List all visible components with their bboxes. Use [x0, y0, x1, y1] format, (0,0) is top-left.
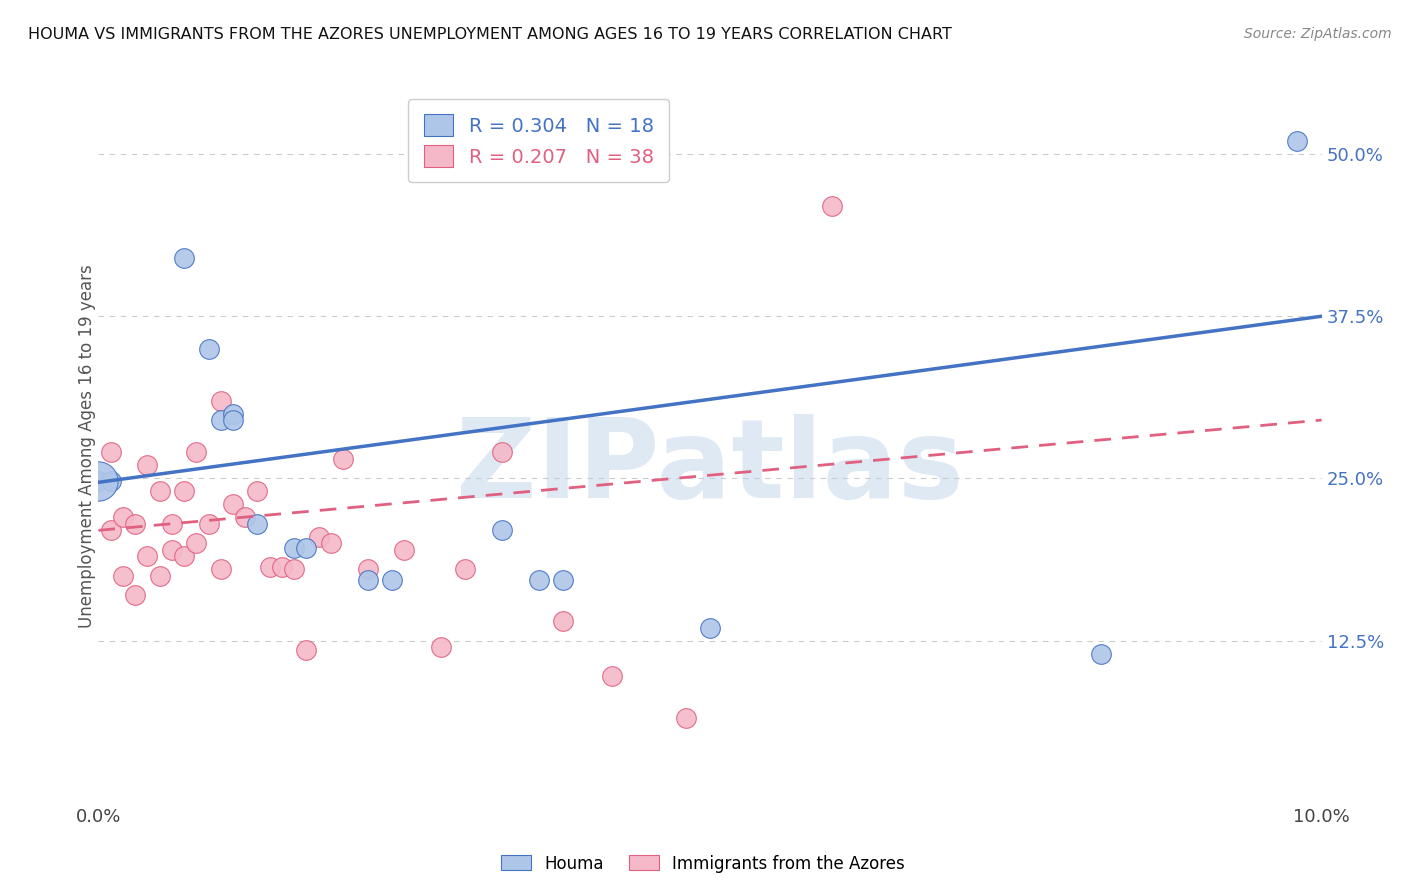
Point [136, 549, 159, 564]
Point [186, 536, 208, 550]
Point [319, 536, 342, 550]
Point [821, 199, 844, 213]
Point [173, 549, 195, 564]
Point [332, 452, 354, 467]
Point [233, 510, 256, 524]
Text: HOUMA VS IMMIGRANTS FROM THE AZORES UNEMPLOYMENT AMONG AGES 16 TO 19 YEARS CORRE: HOUMA VS IMMIGRANTS FROM THE AZORES UNEM… [28, 27, 952, 42]
Point [222, 413, 245, 427]
Point [1286, 134, 1309, 148]
Point [209, 562, 232, 576]
Point [356, 562, 378, 576]
Point [87, 474, 110, 488]
Point [136, 458, 159, 473]
Point [553, 614, 575, 628]
Point [209, 393, 232, 408]
Point [270, 559, 292, 574]
Point [222, 407, 245, 421]
Point [491, 445, 513, 459]
Point [283, 562, 305, 576]
Point [149, 568, 172, 582]
Point [124, 588, 146, 602]
Point [124, 516, 146, 531]
Point [308, 530, 330, 544]
Point [111, 568, 134, 582]
Point [295, 541, 318, 556]
Point [246, 484, 269, 499]
Point [527, 573, 550, 587]
Point [149, 484, 172, 499]
Point [111, 510, 134, 524]
Text: ZIPatlas: ZIPatlas [456, 414, 965, 521]
Point [553, 573, 575, 587]
Point [186, 445, 208, 459]
Point [430, 640, 453, 654]
Point [491, 524, 513, 538]
Y-axis label: Unemployment Among Ages 16 to 19 years: Unemployment Among Ages 16 to 19 years [79, 264, 96, 628]
Point [197, 342, 219, 356]
Point [160, 542, 183, 557]
Legend: Houma, Immigrants from the Azores: Houma, Immigrants from the Azores [495, 848, 911, 880]
Point [173, 484, 195, 499]
Point [1090, 647, 1112, 661]
Point [197, 516, 219, 531]
Point [356, 573, 378, 587]
Point [675, 711, 697, 725]
Point [100, 445, 122, 459]
Point [173, 251, 195, 265]
Point [381, 573, 404, 587]
Point [392, 542, 416, 557]
Point [454, 562, 477, 576]
Point [100, 524, 122, 538]
Text: Source: ZipAtlas.com: Source: ZipAtlas.com [1244, 27, 1392, 41]
Point [295, 642, 318, 657]
Legend: R = 0.304   N = 18, R = 0.207   N = 38: R = 0.304 N = 18, R = 0.207 N = 38 [408, 99, 669, 182]
Point [283, 541, 305, 556]
Point [222, 497, 245, 511]
Point [100, 474, 122, 488]
Point [699, 621, 721, 635]
Point [209, 413, 232, 427]
Point [160, 516, 183, 531]
Point [246, 516, 269, 531]
Point [600, 668, 623, 682]
Point [259, 559, 281, 574]
Point [87, 474, 110, 488]
